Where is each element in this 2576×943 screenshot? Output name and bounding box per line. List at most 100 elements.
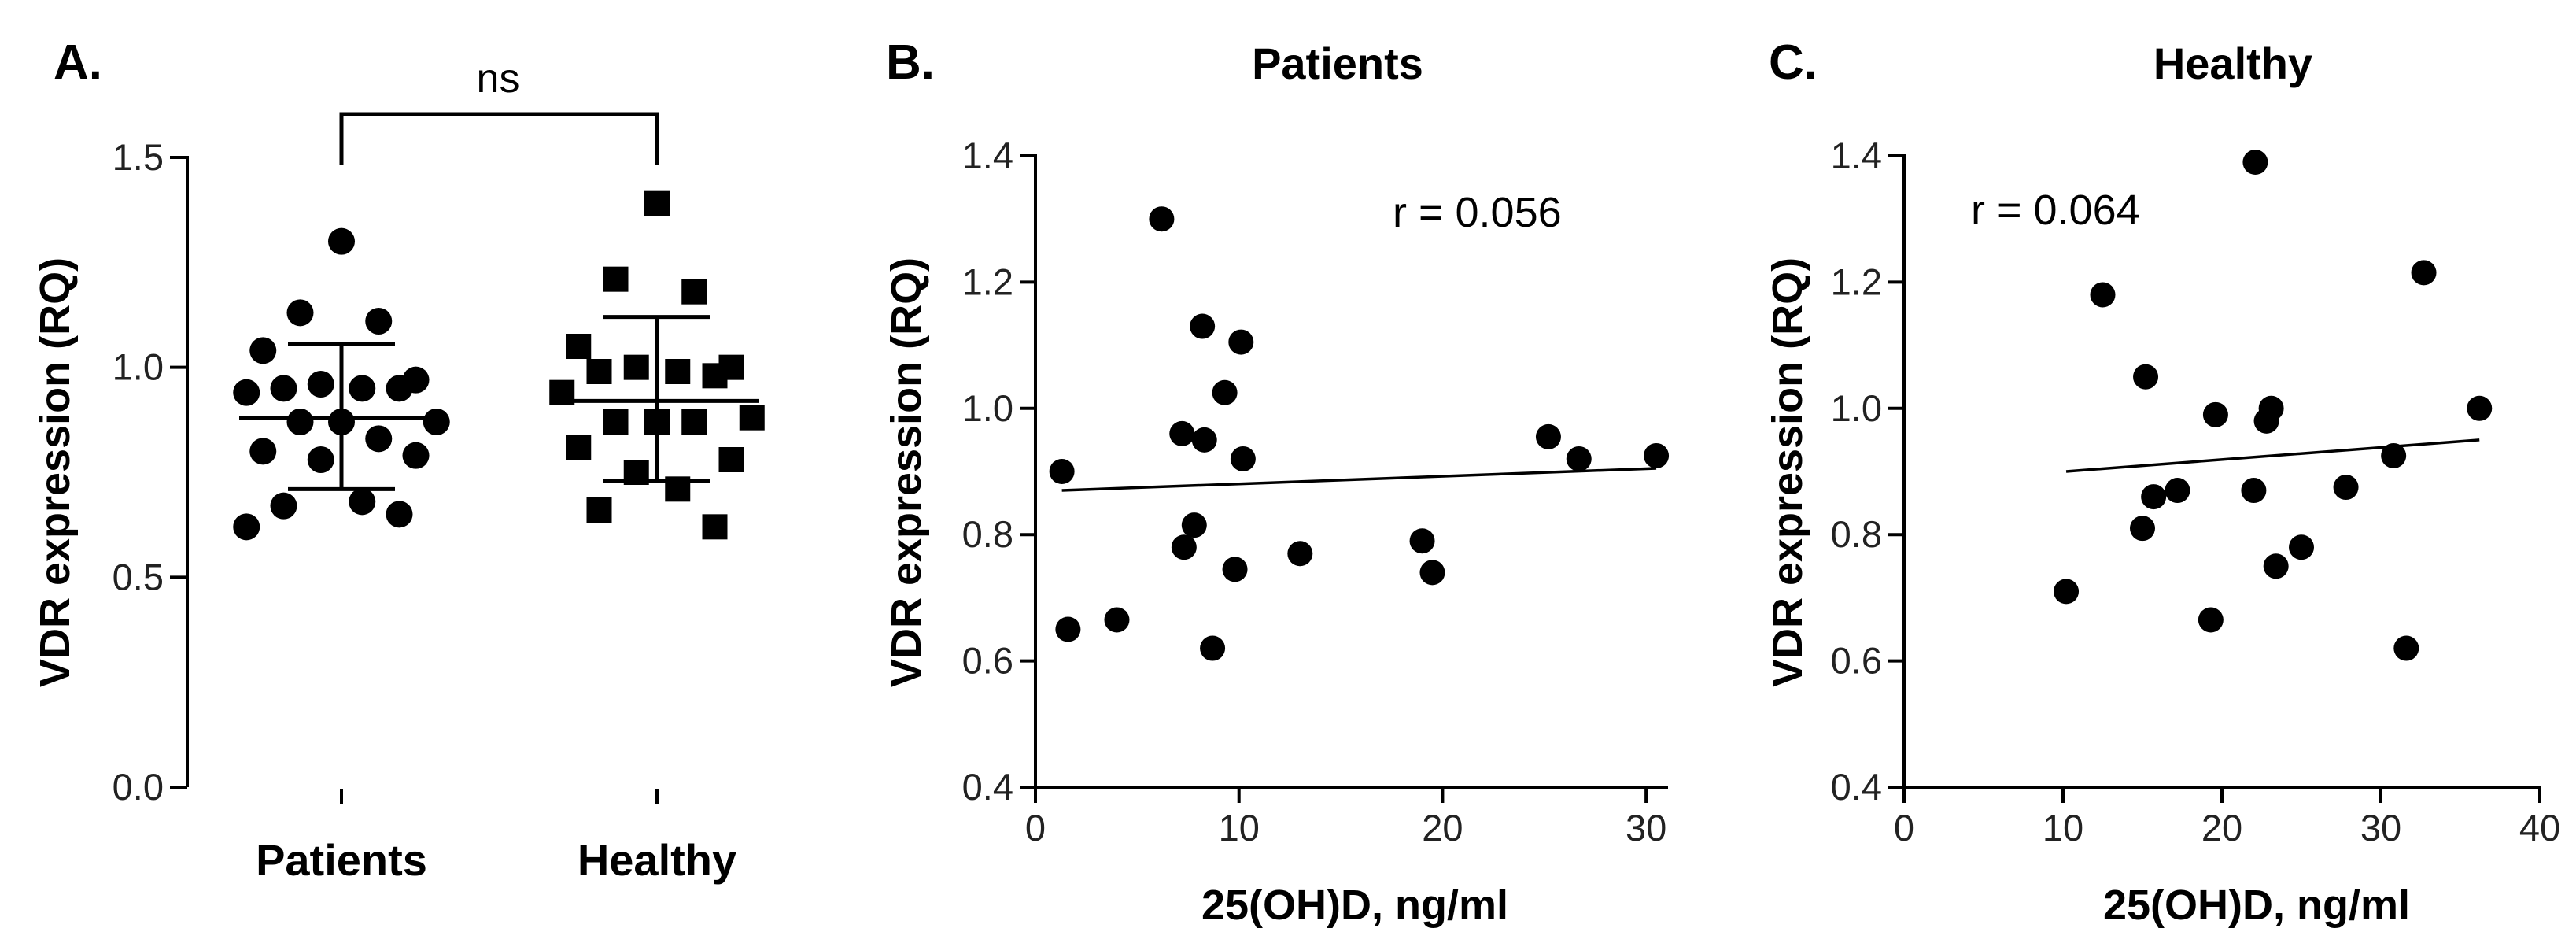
y-tick-label: 0.8 (962, 513, 1013, 555)
data-point (1191, 427, 1217, 453)
data-point (402, 442, 430, 469)
data-point (681, 279, 707, 305)
panel-c-marks (2054, 150, 2493, 661)
data-point (386, 501, 413, 528)
y-tick-label: 0.4 (962, 766, 1013, 808)
data-point (1230, 446, 1256, 472)
data-point (423, 409, 450, 435)
data-point (739, 405, 765, 431)
data-point (2393, 635, 2419, 661)
y-tick-label: 1.0 (962, 387, 1013, 429)
panel-a-category-label: Healthy (578, 835, 736, 885)
data-point (365, 425, 393, 453)
panel-b-letter: B. (886, 35, 935, 90)
data-point (2289, 534, 2314, 560)
data-point (307, 446, 334, 473)
panel-a-y-axis-label: VDR expression (RQ) (31, 257, 79, 687)
data-point (1055, 616, 1081, 642)
data-point (1535, 423, 1561, 449)
panel-b-title: Patients (1252, 39, 1423, 88)
data-point (2165, 478, 2190, 504)
data-point (1228, 329, 1254, 355)
y-tick-label: 0.4 (1831, 766, 1882, 808)
data-point (1149, 206, 1175, 232)
data-point (586, 497, 612, 523)
data-point (1212, 379, 1238, 405)
data-point (2202, 401, 2228, 427)
data-point (623, 354, 649, 380)
panel-a-category-label: Patients (256, 835, 427, 885)
data-point (249, 337, 277, 364)
x-tick-label: 10 (2043, 807, 2083, 849)
data-point (702, 514, 728, 540)
data-point (566, 334, 592, 359)
panel-c-y-axis-label: VDR expression (RQ) (1764, 257, 1811, 687)
data-point (2090, 282, 2116, 308)
panel-a-significance: ns (477, 56, 520, 102)
x-tick-label: 0 (1025, 807, 1046, 849)
data-point (270, 375, 297, 402)
data-point (1181, 512, 1207, 538)
data-point (2141, 484, 2167, 510)
data-point (2242, 150, 2268, 176)
y-tick-label: 0.6 (962, 640, 1013, 682)
panel-a-marks (233, 190, 765, 541)
panel-c-axes: 0.4 0.6 0.8 1.0 1.2 1.4 0 10 20 30 40 (1831, 135, 2560, 849)
data-point (286, 299, 314, 327)
data-point (233, 379, 260, 406)
panel-c-title: Healthy (2153, 39, 2312, 88)
data-point (644, 190, 670, 216)
data-point (1200, 635, 1226, 661)
data-point (1409, 528, 1435, 554)
data-point (1171, 534, 1197, 560)
x-tick-label: 20 (2201, 807, 2242, 849)
data-point (349, 375, 376, 402)
data-point (1169, 420, 1195, 446)
significance-bracket (339, 112, 659, 165)
data-point (249, 438, 277, 465)
data-point (1287, 541, 1313, 567)
data-point (365, 308, 393, 335)
data-point (2333, 475, 2359, 501)
data-point (2381, 442, 2407, 468)
data-point (603, 409, 629, 435)
data-point (566, 435, 592, 460)
data-point (1049, 459, 1075, 484)
data-point (718, 447, 744, 472)
panel-c-letter: C. (1769, 35, 1818, 90)
panel-a-axes: 0.0 0.5 1.0 1.5 (113, 112, 659, 808)
panel-b-axes: 0.4 0.6 0.8 1.0 1.2 1.4 0 10 20 30 (962, 135, 1668, 849)
panel-c: C. Healthy VDR expression (RQ) 25(OH)D, … (1764, 35, 2560, 929)
data-point (1104, 607, 1130, 633)
y-tick-label: 1.4 (1831, 135, 1882, 176)
x-tick-label: 20 (1422, 807, 1463, 849)
panel-a: A. VDR expression (RQ) ns 0.0 0.5 1.0 1.5 P… (31, 35, 765, 885)
data-point (2198, 607, 2224, 633)
data-point (702, 363, 728, 389)
data-point (233, 513, 260, 541)
data-point (307, 371, 334, 398)
y-tick-label: 1.0 (1831, 387, 1882, 429)
data-point (328, 227, 355, 255)
data-point (2263, 553, 2289, 579)
panel-a-letter: A. (54, 35, 102, 90)
y-tick-label: 1.2 (1831, 261, 1882, 302)
data-point (586, 359, 612, 384)
data-point (2130, 516, 2155, 542)
y-tick-label: 1.5 (113, 136, 164, 178)
data-point (2467, 395, 2493, 421)
data-point (603, 266, 629, 292)
data-point (681, 409, 707, 435)
x-tick-label: 30 (2360, 807, 2401, 849)
data-point (2411, 260, 2437, 286)
data-point (1566, 446, 1592, 472)
regression-line (1061, 467, 1657, 492)
x-tick-label: 10 (1219, 807, 1260, 849)
data-point (1644, 442, 1670, 468)
panel-b-marks (1049, 206, 1670, 661)
y-tick-label: 0.8 (1831, 513, 1882, 555)
data-point (2133, 364, 2159, 390)
data-point (270, 492, 297, 520)
panel-c-x-axis-label: 25(OH)D, ng/ml (2103, 882, 2410, 929)
